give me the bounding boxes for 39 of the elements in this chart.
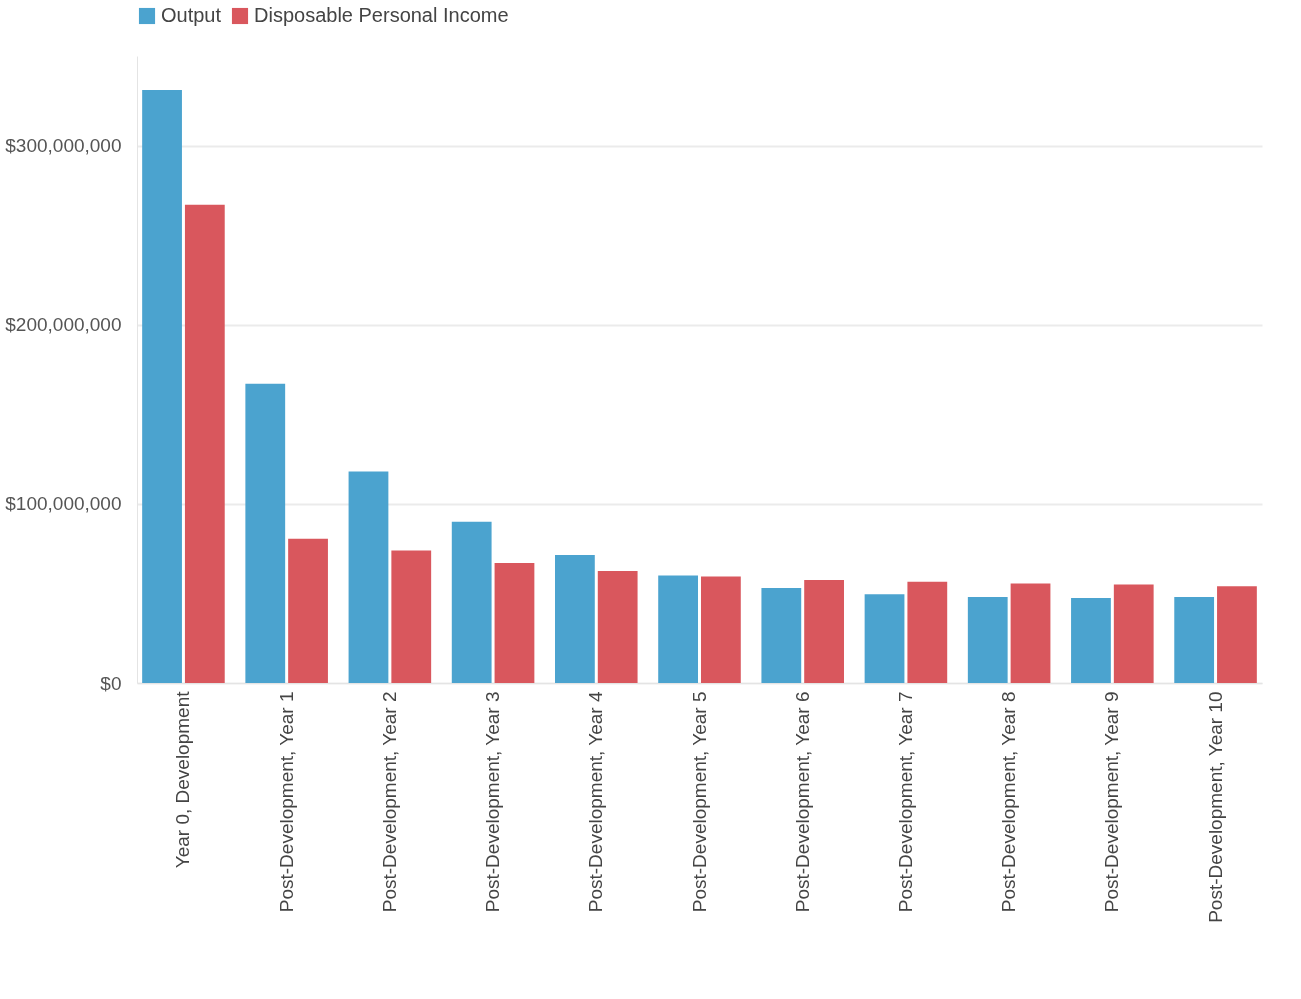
bar (1071, 597, 1111, 683)
bar (1113, 584, 1154, 683)
x-tick-label: Post-Development, Year 6 (791, 691, 813, 913)
bar (555, 554, 595, 683)
y-tick-label: $100,000,000 (5, 493, 122, 515)
bar (184, 204, 225, 683)
bar (1174, 597, 1215, 683)
x-tick-label: Post-Development, Year 2 (378, 691, 400, 913)
bar (967, 597, 1008, 683)
bar (804, 579, 844, 683)
x-tick-label: Post-Development, Year 4 (585, 691, 607, 913)
bar (451, 521, 492, 683)
bar (1010, 583, 1051, 683)
bar (701, 576, 741, 683)
legend-label: Disposable Personal Income (254, 4, 509, 26)
x-tick-label: Post-Development, Year 5 (688, 691, 710, 913)
y-tick-label: $200,000,000 (5, 314, 122, 336)
x-tick-label: Post-Development, Year 3 (482, 691, 504, 913)
bar (597, 571, 638, 683)
x-tick-label: Post-Development, Year 7 (894, 691, 916, 913)
bar (348, 471, 389, 683)
bar (907, 581, 948, 683)
y-tick-label: $0 (100, 672, 122, 694)
y-tick-label: $300,000,000 (5, 135, 122, 157)
bar (391, 550, 432, 683)
bar (658, 575, 698, 683)
x-tick-label: Post-Development, Year 10 (1204, 691, 1226, 923)
x-tick-label: Post-Development, Year 9 (1101, 691, 1123, 913)
x-tick-label: Post-Development, Year 1 (275, 691, 297, 913)
x-tick-label: Year 0, Development (172, 690, 194, 869)
bar (142, 90, 182, 683)
bar (245, 383, 286, 683)
legend-label: Output (161, 4, 222, 26)
bar (761, 588, 802, 683)
bar (864, 594, 905, 683)
x-tick-label: Post-Development, Year 8 (998, 691, 1020, 913)
bar (494, 562, 535, 683)
bar (288, 538, 328, 683)
bar (1217, 586, 1257, 683)
